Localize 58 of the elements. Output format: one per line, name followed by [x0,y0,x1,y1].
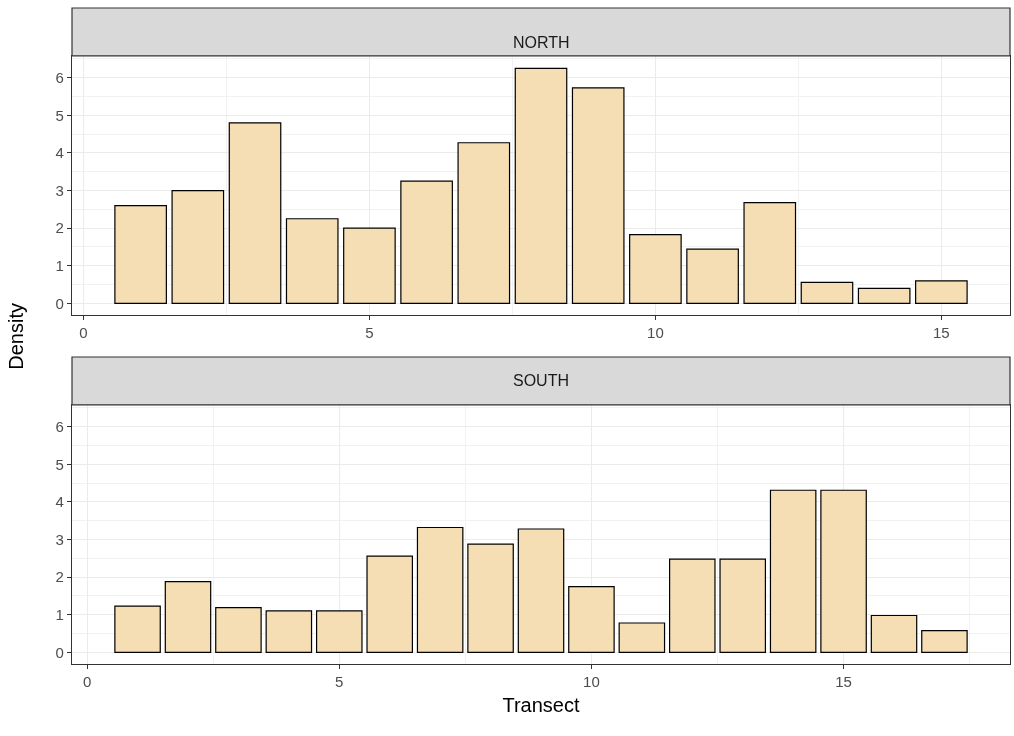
bar [629,233,682,304]
bar [571,87,625,304]
bar [171,189,225,304]
bar [457,142,511,304]
bar [315,610,363,653]
bar [921,629,968,653]
bar [228,122,282,304]
y-tick-label: 6 [55,417,64,435]
bar [769,489,817,653]
chart-title: SOUTH [513,372,569,389]
x-tick-label: 15 [933,324,950,342]
x-tick-label: 5 [365,324,374,342]
bar [400,180,453,304]
bar [366,555,413,653]
bar [800,281,854,304]
x-tick-label: 10 [583,673,600,691]
x-tick-label: 10 [647,324,664,342]
bar [517,528,565,653]
y-tick-label: 4 [55,493,64,511]
bar [568,585,615,653]
bar [164,581,212,653]
y-tick-label: 1 [55,605,64,623]
bar [265,610,313,653]
chart-title: NORTH [513,34,570,51]
x-tick-label: 0 [79,324,88,342]
x-tick-label: 5 [335,673,344,691]
bar [114,204,167,304]
y-tick-label: 0 [55,643,64,661]
bar [285,218,339,304]
y-tick-label: 3 [55,530,64,548]
bar [514,67,568,304]
x-tick-label: 0 [82,673,92,691]
bar [416,526,464,653]
bar [719,558,767,653]
y-tick-label: 3 [55,181,64,199]
bar [870,614,918,653]
bar [215,606,262,653]
y-tick-label: 6 [55,68,64,86]
bar [114,605,161,653]
bar [915,280,968,304]
bar [820,489,867,653]
bar [686,248,739,304]
y-tick-label: 1 [55,256,64,274]
y-tick-label: 4 [55,144,64,162]
y-axis-title: Density [4,303,27,370]
bar [343,227,396,304]
bar [669,558,716,653]
bar [743,201,797,304]
y-tick-label: 2 [55,219,64,237]
bar [467,543,514,653]
y-tick-label: 0 [55,294,64,312]
bar [618,622,666,653]
x-tick-label: 15 [835,673,852,691]
y-tick-label: 5 [55,455,64,473]
y-tick-label: 2 [55,568,64,586]
bar [857,287,911,304]
x-axis-title: Transect [502,693,580,716]
y-tick-label: 5 [55,106,64,124]
